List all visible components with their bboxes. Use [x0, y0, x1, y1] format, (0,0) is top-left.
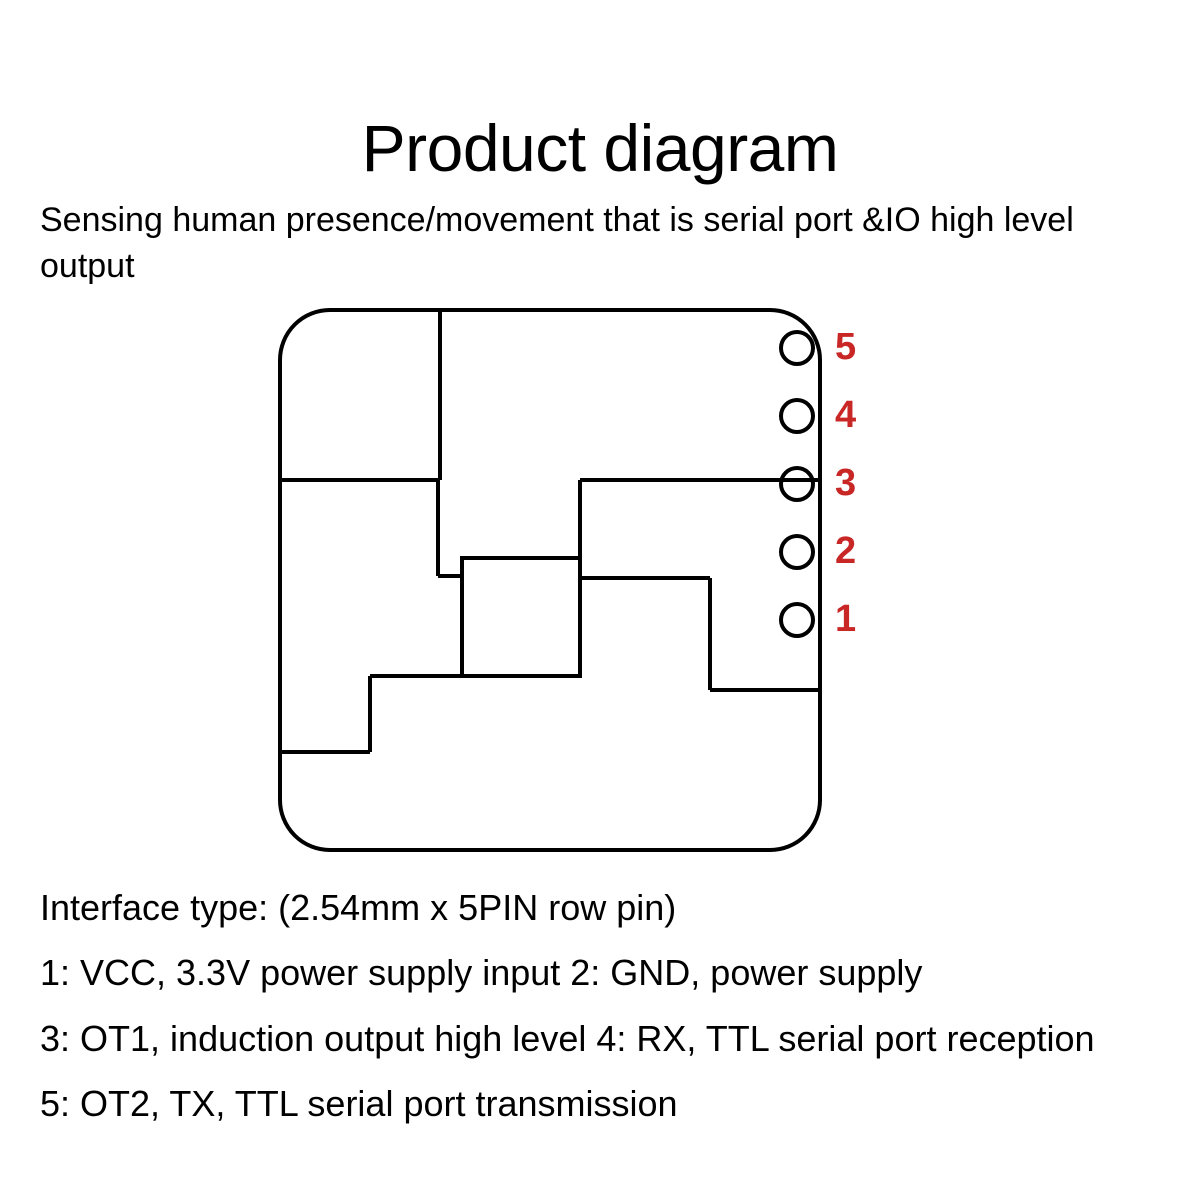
page-subtitle: Sensing human presence/movement that is …	[40, 198, 1090, 290]
pin-hole	[781, 332, 813, 364]
legend-pin-5: 5: OT2, TX, TTL serial port transmission	[40, 1074, 1160, 1133]
legend-pin-1-2: 1: VCC, 3.3V power supply input 2: GND, …	[40, 943, 1160, 1002]
pin-number-label: 4	[835, 394, 865, 437]
page-container: Product diagram Sensing human presence/m…	[0, 0, 1200, 1200]
routing-lines-group	[280, 310, 820, 752]
diagram: 5 4 3 2 1	[240, 300, 940, 870]
pin-number-label: 2	[835, 530, 865, 573]
pin-number-label: 5	[835, 326, 865, 369]
pin-number-label: 3	[835, 462, 865, 505]
pin-hole	[781, 604, 813, 636]
legend-interface-type: Interface type: (2.54mm x 5PIN row pin)	[40, 878, 1160, 937]
legend-pin-3-4: 3: OT1, induction output high level 4: R…	[40, 1009, 1160, 1068]
board-outline	[280, 310, 820, 850]
board-svg	[240, 300, 940, 870]
pin-holes-group	[781, 332, 813, 636]
pin-legend: Interface type: (2.54mm x 5PIN row pin) …	[40, 878, 1160, 1134]
page-title: Product diagram	[40, 110, 1160, 186]
pin-hole	[781, 400, 813, 432]
inner-component	[462, 558, 580, 676]
pin-hole	[781, 536, 813, 568]
pin-number-label: 1	[835, 598, 865, 641]
pin-hole	[781, 468, 813, 500]
